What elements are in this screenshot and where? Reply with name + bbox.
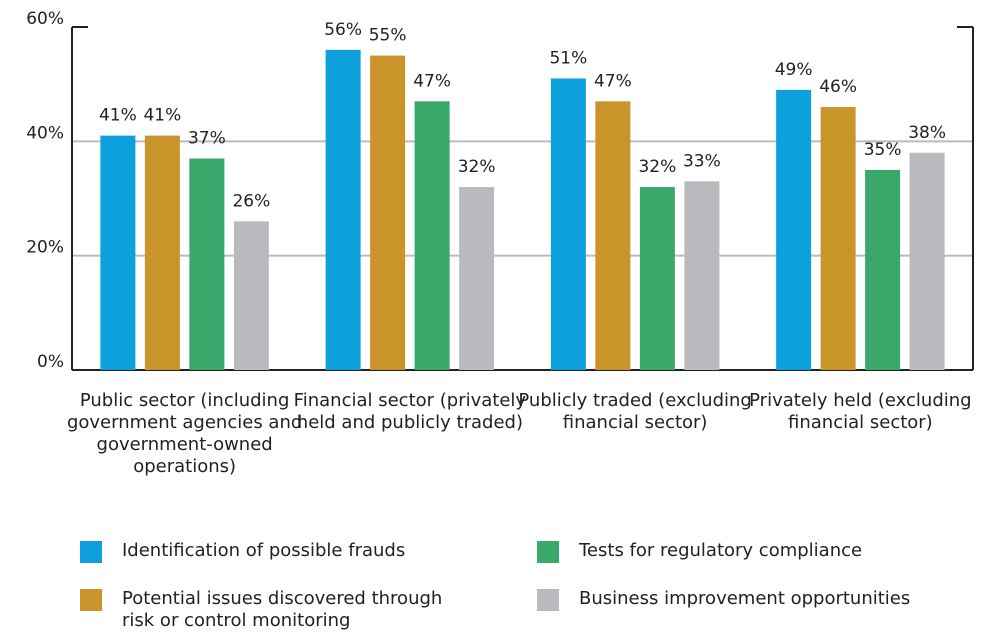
bar: [550, 78, 586, 370]
legend-label: Tests for regulatory compliance: [579, 540, 863, 561]
bar: [865, 169, 901, 370]
bar: [144, 135, 180, 370]
legend-item: Identification of possible frauds: [80, 540, 480, 563]
x-tick-label: Privately held (excluding financial sect…: [749, 390, 972, 433]
legend-label: Identification of possible frauds: [122, 540, 406, 561]
y-tick-label: 40%: [26, 123, 64, 143]
value-label: 56%: [324, 20, 362, 40]
legend-swatch: [80, 589, 102, 611]
bar: [233, 221, 269, 370]
bar: [325, 49, 361, 370]
legend-item: Tests for regulatory compliance: [537, 540, 957, 563]
legend-item: Potential issues discovered through risk…: [80, 588, 480, 632]
bar: [684, 181, 720, 370]
value-label: 38%: [908, 123, 946, 143]
x-tick-label: Public sector (including government agen…: [66, 390, 303, 477]
bar: [189, 158, 225, 370]
bar: [776, 89, 812, 370]
value-label: 51%: [549, 48, 587, 68]
value-label: 49%: [775, 60, 813, 80]
legend-item: Business improvement opportunities: [537, 588, 957, 611]
bar: [909, 152, 945, 370]
value-label: 47%: [594, 71, 632, 91]
value-label: 32%: [638, 157, 676, 177]
y-tick-label: 20%: [26, 238, 64, 258]
value-label: 47%: [413, 71, 451, 91]
x-tick-label: Publicly traded (excluding financial sec…: [518, 390, 752, 433]
bar: [820, 107, 856, 371]
bar: [370, 55, 406, 370]
value-label: 26%: [232, 191, 270, 211]
bar: [595, 101, 631, 371]
value-label: 32%: [458, 157, 496, 177]
value-label: 41%: [143, 106, 181, 126]
bar: [459, 187, 495, 370]
value-label: 37%: [188, 128, 226, 148]
bar: [414, 101, 450, 371]
x-tick-label: Financial sector (privately held and pub…: [293, 390, 527, 433]
value-label: 46%: [819, 77, 857, 97]
legend-label: Business improvement opportunities: [579, 588, 911, 609]
legend-swatch: [80, 541, 102, 563]
legend-label: Potential issues discovered through risk…: [122, 588, 443, 631]
value-label: 41%: [99, 106, 137, 126]
y-tick-label: 0%: [37, 352, 64, 372]
legend-swatch: [537, 541, 559, 563]
bar: [639, 187, 675, 370]
value-label: 35%: [864, 140, 902, 160]
value-label: 55%: [369, 26, 407, 46]
legend-swatch: [537, 589, 559, 611]
y-tick-label: 60%: [26, 9, 64, 29]
value-label: 33%: [683, 151, 721, 171]
bar: [100, 135, 136, 370]
